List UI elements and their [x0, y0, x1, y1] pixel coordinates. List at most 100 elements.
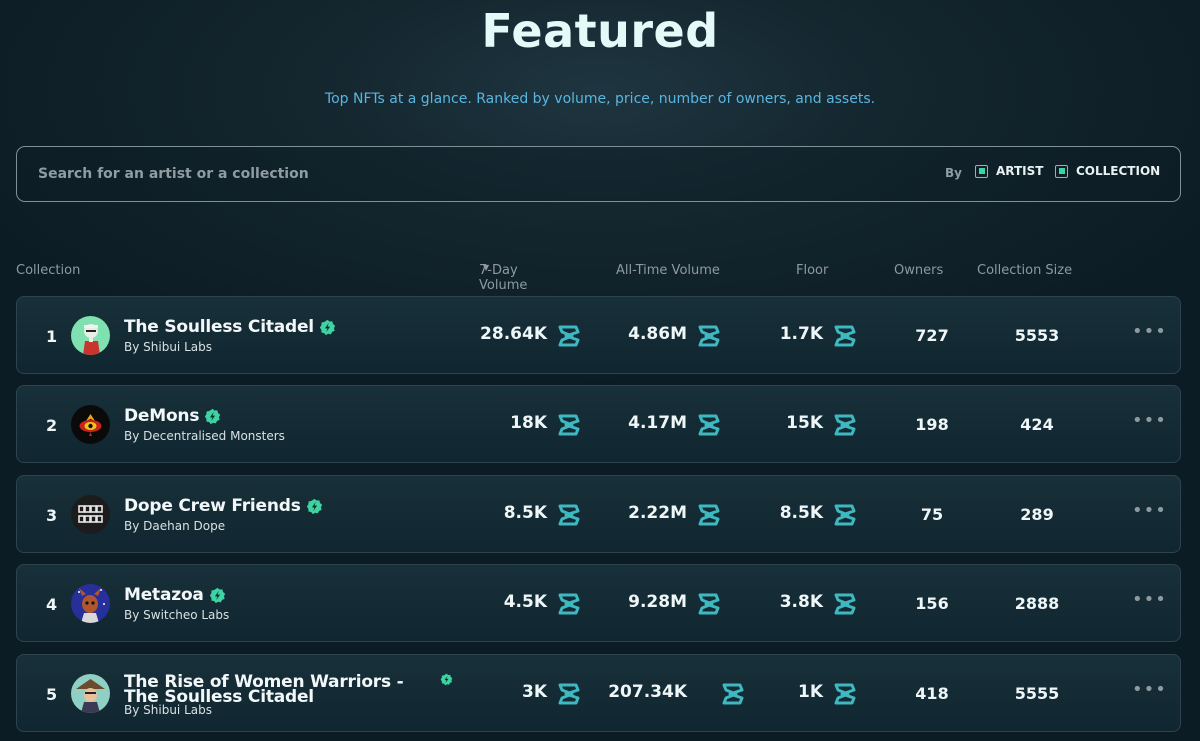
collection-title: The Soulless Citadel — [124, 317, 336, 337]
zilliqa-icon — [558, 502, 580, 528]
avatar-soulless-citadel — [71, 316, 110, 355]
filter-by-label: By — [945, 166, 962, 180]
verified-badge-icon — [319, 319, 336, 336]
volume-7day-value: 18K — [510, 413, 547, 433]
search-bar: By ARTIST COLLECTION — [16, 146, 1181, 202]
collection-size-value: 289 — [1020, 505, 1054, 524]
verified-badge-icon — [306, 498, 323, 515]
zilliqa-icon — [834, 681, 856, 707]
zilliqa-icon — [722, 681, 744, 707]
row-rank: 1 — [46, 327, 58, 346]
zilliqa-icon — [558, 681, 580, 707]
more-options-icon[interactable]: ••• — [1132, 410, 1167, 431]
zilliqa-icon — [834, 412, 856, 438]
collection-size-value: 2888 — [1014, 594, 1060, 613]
verified-badge-icon — [209, 587, 226, 604]
filter-artist-label: ARTIST — [996, 164, 1044, 178]
volume-all-time-value: 9.28M — [628, 592, 687, 612]
collection-name[interactable]: The Soulless Citadel — [124, 317, 314, 337]
avatar-demons — [71, 405, 110, 444]
collection-name[interactable]: DeMons — [124, 406, 200, 426]
floor-value: 3.8K — [779, 592, 823, 612]
zilliqa-icon — [834, 502, 856, 528]
checkbox-checked-icon — [975, 164, 988, 178]
more-options-icon[interactable]: ••• — [1132, 500, 1167, 521]
collection-name[interactable]: The Rise of Women Warriors - The Soulles… — [124, 672, 404, 707]
zilliqa-icon — [698, 502, 720, 528]
floor-value: 15K — [786, 413, 823, 433]
collection-artist[interactable]: By Switcheo Labs — [124, 608, 230, 622]
more-options-icon[interactable]: ••• — [1132, 589, 1167, 610]
zilliqa-icon — [558, 323, 580, 349]
verified-badge-icon — [440, 673, 453, 686]
owners-value: 198 — [915, 415, 949, 434]
collection-title: The Rise of Women Warriors - The Soulles… — [124, 672, 414, 707]
owners-value: 418 — [915, 684, 949, 703]
filter-collection-label: COLLECTION — [1076, 164, 1161, 178]
filter-collection-checkbox[interactable]: COLLECTION — [1055, 164, 1160, 178]
table-row[interactable]: 3 Dope Crew Friends By Daehan Dope 8.5K … — [16, 475, 1181, 553]
row-rank: 5 — [46, 685, 58, 704]
collection-title: Dope Crew Friends — [124, 496, 323, 516]
collection-size-value: 5555 — [1014, 684, 1060, 703]
table-row[interactable]: 1 The Soulless Citadel By Shibui Labs 28… — [16, 296, 1181, 374]
verified-badge-icon — [204, 408, 221, 425]
collection-size-value: 5553 — [1014, 326, 1060, 345]
zilliqa-icon — [698, 412, 720, 438]
search-input[interactable] — [38, 161, 678, 187]
filter-artist-checkbox[interactable]: ARTIST — [975, 164, 1043, 178]
column-header-collection-size[interactable]: Collection Size — [977, 263, 1073, 278]
table-row[interactable]: 5 The Rise of Women Warriors - The Soull… — [16, 654, 1181, 732]
collection-artist[interactable]: By Daehan Dope — [124, 519, 226, 533]
volume-all-time-value: 4.17M — [628, 413, 687, 433]
table-row[interactable]: 4 Metazoa By Switcheo Labs 4.5K 9.28M 3.… — [16, 564, 1181, 642]
collection-artist[interactable]: By Shibui Labs — [124, 340, 212, 354]
column-header-7day-volume-label: 7-Day Volume — [479, 263, 528, 293]
collection-artist[interactable]: By Decentralised Monsters — [124, 429, 285, 443]
more-options-icon[interactable]: ••• — [1132, 679, 1167, 700]
volume-all-time-value: 207.34K — [608, 682, 687, 702]
sort-down-icon: ▼ — [483, 263, 490, 272]
collection-name[interactable]: Metazoa — [124, 585, 204, 605]
table-row[interactable]: 2 DeMons By Decentralised Monsters 18K 4… — [16, 385, 1181, 463]
volume-7day-value: 28.64K — [480, 324, 547, 344]
owners-value: 75 — [920, 505, 944, 524]
checkbox-checked-icon — [1055, 164, 1068, 178]
zilliqa-icon — [698, 323, 720, 349]
volume-7day-value: 8.5K — [503, 503, 547, 523]
row-rank: 2 — [46, 416, 58, 435]
collection-artist[interactable]: By Shibui Labs — [124, 703, 212, 717]
owners-value: 727 — [915, 326, 949, 345]
avatar-metazoa — [71, 584, 110, 623]
volume-all-time-value: 4.86M — [628, 324, 687, 344]
volume-7day-value: 3K — [521, 682, 547, 702]
collection-size-value: 424 — [1020, 415, 1054, 434]
column-header-owners[interactable]: Owners — [894, 263, 944, 278]
collection-title: Metazoa — [124, 585, 226, 605]
column-header-collection: Collection — [16, 263, 81, 278]
zilliqa-icon — [558, 412, 580, 438]
avatar-dope-crew — [71, 495, 110, 534]
zilliqa-icon — [834, 591, 856, 617]
row-rank: 3 — [46, 506, 58, 525]
floor-value: 1.7K — [779, 324, 823, 344]
floor-value: 1K — [797, 682, 823, 702]
collection-name[interactable]: Dope Crew Friends — [124, 496, 301, 516]
collection-title: DeMons — [124, 406, 221, 426]
column-header-floor[interactable]: Floor — [796, 263, 829, 278]
zilliqa-icon — [834, 323, 856, 349]
volume-all-time-value: 2.22M — [628, 503, 687, 523]
volume-7day-value: 4.5K — [503, 592, 547, 612]
floor-value: 8.5K — [779, 503, 823, 523]
zilliqa-icon — [698, 591, 720, 617]
column-header-all-time-volume[interactable]: All-Time Volume — [616, 263, 720, 278]
zilliqa-icon — [558, 591, 580, 617]
table-header: Collection 7-Day Volume ▼ All-Time Volume… — [0, 263, 1200, 293]
page-title: Featured — [481, 4, 719, 58]
avatar-women-warriors — [71, 674, 110, 713]
owners-value: 156 — [915, 594, 949, 613]
page-subtitle: Top NFTs at a glance. Ranked by volume, … — [324, 91, 876, 107]
more-options-icon[interactable]: ••• — [1132, 321, 1167, 342]
row-rank: 4 — [46, 595, 58, 614]
